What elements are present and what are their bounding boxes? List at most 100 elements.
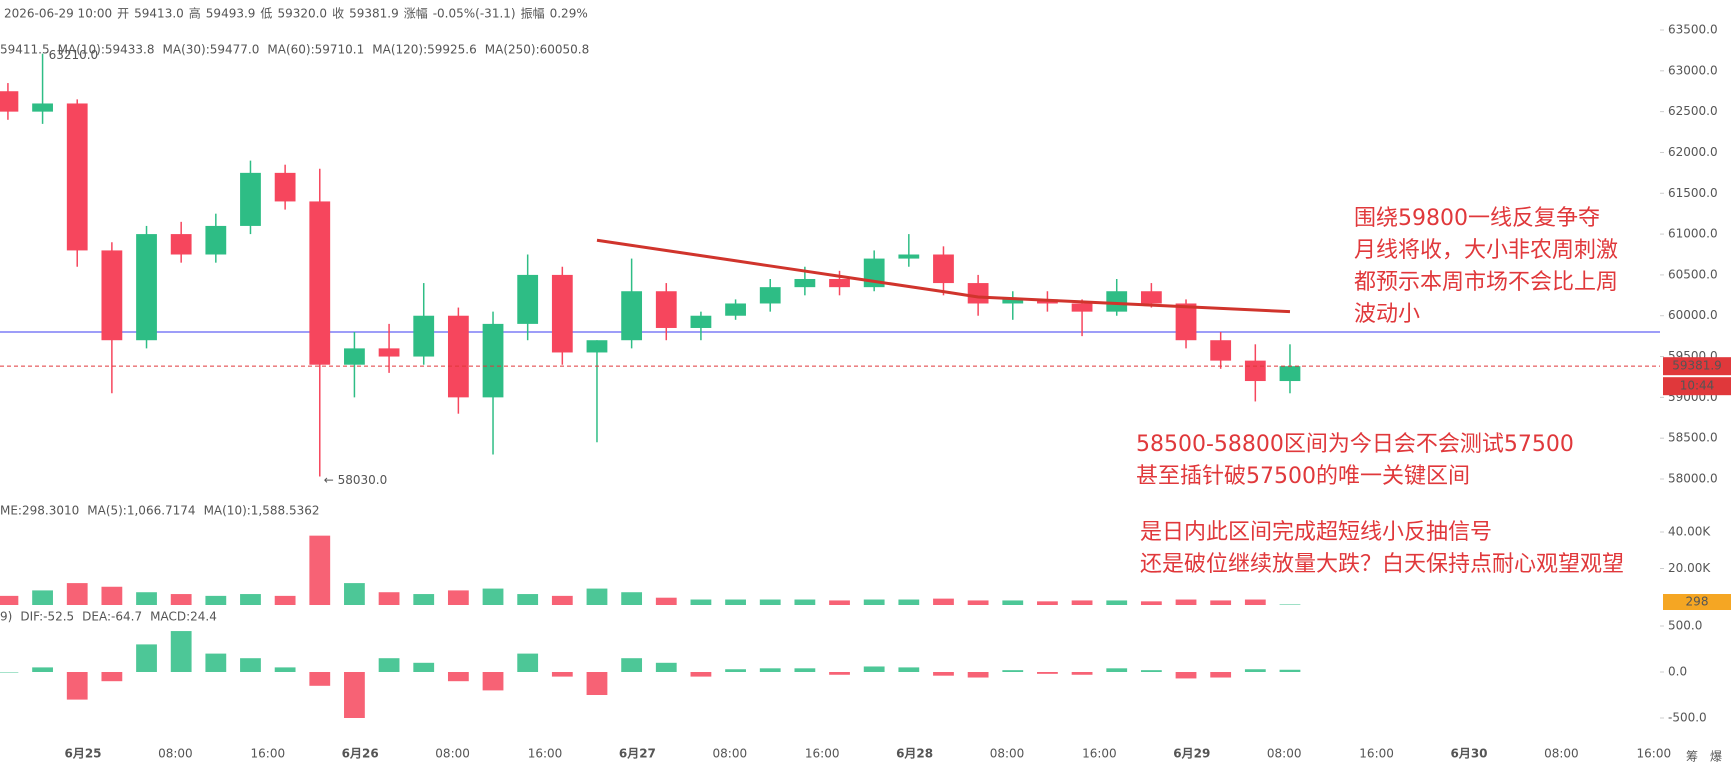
macd-tick-label: 0.0 [1668, 665, 1687, 679]
macd-legend: DIF:-52.5 [20, 610, 74, 624]
last-time-box [1663, 377, 1731, 396]
info-text: 收 [332, 7, 344, 21]
macd-bar [136, 644, 157, 672]
y-tick-label: 63500.0 [1668, 23, 1718, 37]
candle-body [66, 103, 88, 251]
macd-legend: DEA:-64.7 [82, 610, 142, 624]
y-tick-label: 58500.0 [1668, 431, 1718, 445]
macd-bar [655, 662, 677, 672]
volume-bar [32, 590, 53, 605]
candle-body [344, 348, 365, 365]
macd-bar [447, 672, 469, 682]
high-marker: 63210.0 [49, 48, 99, 62]
volume-bar [101, 586, 123, 605]
macd-bar [829, 672, 850, 675]
x-tick-label: 16:00 [251, 747, 286, 761]
macd-bar [551, 672, 573, 677]
macd-legend: 9) [0, 610, 12, 624]
volume-bar [967, 600, 989, 605]
volume-legend: ME:298.3010 [0, 504, 79, 518]
candle-body [829, 278, 850, 288]
candle-body [1140, 291, 1162, 304]
volume-bar [482, 588, 504, 605]
volume-last-label: 298 [1686, 595, 1709, 609]
candle-body [967, 283, 989, 304]
info-text: 低 [260, 7, 272, 21]
candle-body [240, 172, 261, 226]
macd-bar [344, 672, 365, 718]
info-text: -0.05%(-31.1) [433, 7, 516, 21]
macd-legend: MACD:24.4 [150, 610, 217, 624]
info-text: 涨幅 [404, 6, 428, 21]
macd-bar [967, 672, 989, 678]
volume-bar [413, 594, 435, 605]
volume-legend: MA(5):1,066.7174 [87, 504, 195, 518]
candle-body [586, 340, 608, 353]
macd-bar [0, 672, 19, 673]
volume-bar [794, 599, 816, 605]
candle-body [1244, 360, 1266, 382]
info-text: 开 [117, 7, 129, 21]
macd-bar [170, 631, 192, 672]
x-tick-label: 6月26 [342, 747, 379, 761]
y-tick-label: 60000.0 [1668, 308, 1718, 322]
volume-bar [447, 590, 469, 605]
macd-bar [1037, 672, 1058, 674]
macd-bar [517, 653, 539, 672]
last-time-label: 10:44 [1680, 379, 1715, 393]
volume-tick-label: 20.00K [1668, 561, 1711, 575]
volume-bar [205, 595, 227, 605]
annotation: 甚至插针破57500的唯一关键区间 [1136, 464, 1470, 489]
macd-tick-label: -500.0 [1668, 711, 1707, 725]
info-text: 高 [189, 6, 201, 21]
volume-bar [898, 599, 920, 605]
candle-body [933, 254, 954, 284]
macd-bar [66, 672, 88, 700]
volume-bar [1002, 600, 1024, 605]
macd-bar [863, 666, 885, 672]
candle-body [1279, 366, 1301, 382]
y-tick-label: 63000.0 [1668, 63, 1718, 77]
info-text: 2026-06-29 10:00 [4, 7, 112, 21]
x-tick-label: 08:00 [435, 747, 470, 761]
macd-bar [586, 672, 608, 695]
volume-last-box [1663, 594, 1731, 610]
annotation: 还是破位继续放量大跌？白天保持点耐心观望观望 [1140, 552, 1624, 577]
x-tick-label: 08:00 [990, 747, 1025, 761]
annotation: 月线将收，大小非农周刺激 [1354, 238, 1618, 263]
macd-bar [759, 668, 781, 672]
macd-bar [725, 669, 746, 672]
candle-body [378, 348, 400, 357]
ma-legend: 59411.5 [0, 43, 50, 57]
volume-bar [1140, 601, 1162, 605]
volume-bar [725, 599, 746, 605]
candle-body [898, 254, 920, 259]
x-tick-label: 6月25 [64, 747, 101, 761]
macd-tick-label: 500.0 [1668, 619, 1702, 633]
volume-bar [274, 595, 296, 605]
annotation: 都预示本周市场不会比上周 [1354, 270, 1618, 295]
candle-body [101, 250, 123, 341]
volume-bar [0, 595, 19, 605]
ma-legend: MA(30):59477.0 [163, 43, 260, 57]
macd-bar [309, 672, 331, 686]
candle-body [170, 234, 192, 255]
x-tick-label: 16:00 [805, 747, 840, 761]
annotation: 围绕59800一线反复争夺 [1354, 206, 1600, 231]
last-price-box [1663, 357, 1731, 376]
x-tick-label: 08:00 [1267, 747, 1302, 761]
candle-body [655, 291, 677, 328]
volume-legend: MA(10):1,588.5362 [204, 504, 320, 518]
candle-body [205, 225, 227, 255]
macd-bar [1175, 672, 1197, 679]
volume-bar [621, 592, 643, 605]
candle-body [447, 315, 469, 398]
volume-bar [1037, 601, 1058, 605]
volume-tick-label: 40.00K [1668, 525, 1711, 539]
macd-bar [794, 668, 816, 672]
trend-line [596, 238, 1291, 314]
x-tick-label: 08:00 [1544, 747, 1579, 761]
x-tick-label: 16:00 [1637, 747, 1672, 761]
volume-bar [586, 588, 608, 605]
